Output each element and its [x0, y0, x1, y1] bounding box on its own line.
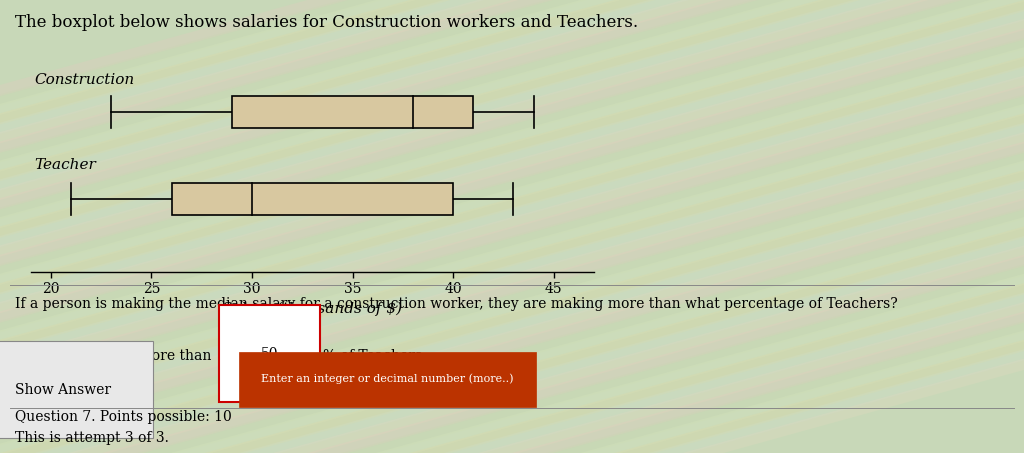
Text: Construction: Construction: [35, 73, 135, 87]
Polygon shape: [581, 0, 1024, 453]
Polygon shape: [307, 0, 1024, 453]
Text: Question 7. Points possible: 10: Question 7. Points possible: 10: [15, 410, 232, 424]
Text: This is attempt 3 of 3.: This is attempt 3 of 3.: [15, 431, 169, 445]
Text: If a person is making the median salary for a construction worker, they are maki: If a person is making the median salary …: [15, 297, 898, 311]
Text: The boxplot below shows salaries for Construction workers and Teachers.: The boxplot below shows salaries for Con…: [15, 14, 639, 31]
Polygon shape: [0, 0, 382, 453]
Polygon shape: [410, 0, 1024, 453]
Polygon shape: [0, 0, 587, 453]
X-axis label: Salary (thousands of $): Salary (thousands of $): [222, 302, 402, 316]
Polygon shape: [0, 0, 996, 453]
Polygon shape: [376, 0, 1024, 453]
Polygon shape: [239, 0, 1024, 453]
Polygon shape: [102, 0, 1024, 453]
Polygon shape: [0, 0, 689, 453]
Bar: [231, 96, 473, 128]
Text: They are making more than: They are making more than: [15, 349, 212, 363]
Polygon shape: [0, 0, 860, 453]
Polygon shape: [0, 0, 792, 453]
Text: % of Teachers.: % of Teachers.: [323, 349, 426, 363]
Text: 50: 50: [261, 347, 279, 361]
Polygon shape: [0, 0, 963, 453]
Polygon shape: [0, 0, 519, 453]
Polygon shape: [0, 0, 553, 453]
Polygon shape: [0, 0, 622, 453]
Polygon shape: [0, 0, 451, 453]
Polygon shape: [205, 0, 1024, 453]
Text: Show Answer: Show Answer: [15, 383, 112, 397]
Polygon shape: [614, 0, 1024, 453]
Polygon shape: [69, 0, 1024, 453]
Polygon shape: [0, 0, 894, 453]
Bar: [171, 183, 453, 215]
Polygon shape: [512, 0, 1024, 453]
Polygon shape: [443, 0, 1024, 453]
Polygon shape: [273, 0, 1024, 453]
Polygon shape: [0, 0, 758, 453]
Polygon shape: [0, 0, 826, 453]
Polygon shape: [0, 0, 484, 453]
Polygon shape: [0, 0, 929, 453]
Polygon shape: [171, 0, 1024, 453]
Polygon shape: [0, 0, 655, 453]
Polygon shape: [0, 0, 724, 453]
Polygon shape: [0, 0, 417, 453]
Polygon shape: [341, 0, 1024, 453]
Polygon shape: [546, 0, 1024, 453]
Polygon shape: [683, 0, 1024, 453]
Polygon shape: [0, 0, 348, 453]
Polygon shape: [478, 0, 1024, 453]
Text: Enter an integer or decimal number (more..): Enter an integer or decimal number (more…: [261, 374, 514, 384]
Text: Teacher: Teacher: [35, 158, 96, 172]
Polygon shape: [34, 0, 1024, 453]
Polygon shape: [648, 0, 1024, 453]
Polygon shape: [136, 0, 1024, 453]
